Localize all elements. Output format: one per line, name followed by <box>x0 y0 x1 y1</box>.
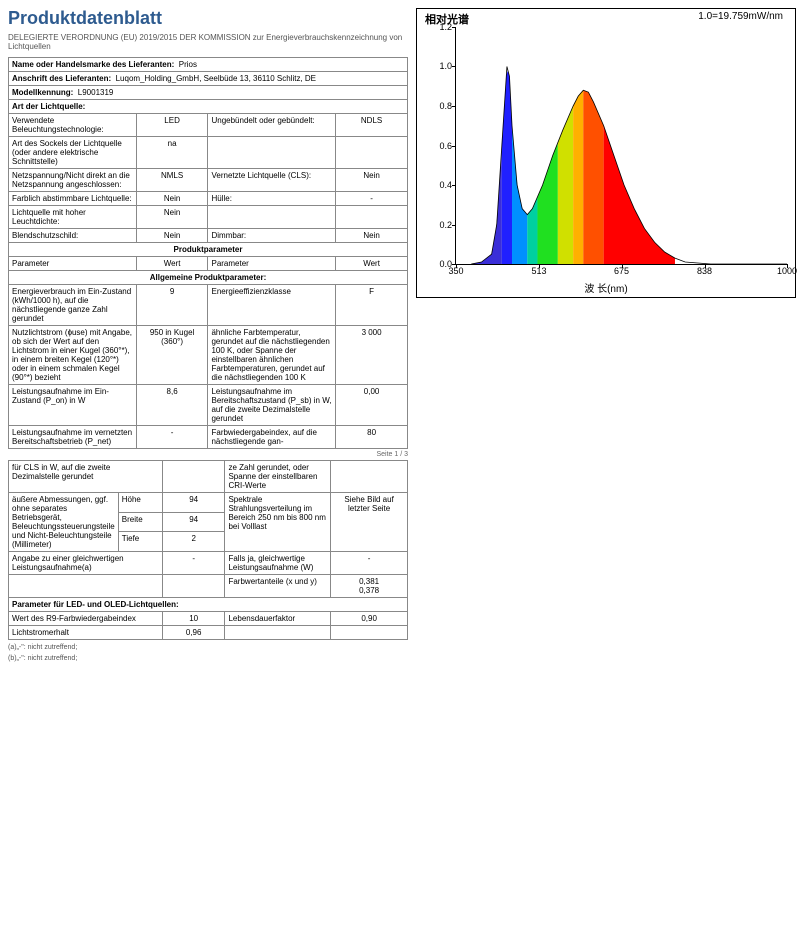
equiv-val: - <box>162 552 225 575</box>
col-val1: Wert <box>136 257 208 271</box>
param-value <box>331 461 408 493</box>
subtitle: DELEGIERTE VERORDNUNG (EU) 2019/2015 DER… <box>8 33 408 51</box>
model-value: L9001319 <box>78 88 114 97</box>
ytick: 0.6 <box>439 141 452 151</box>
param-value: 80 <box>336 426 408 449</box>
spectral-label: Spektrale Strahlungsverteilung im Bereic… <box>225 493 331 552</box>
param-value: 0,90 <box>331 612 408 626</box>
supplier-addr-label: Anschrift des Lieferanten: <box>12 74 111 83</box>
param-value: Nein <box>136 229 208 243</box>
supplier-table: Name oder Handelsmarke des Lieferanten: … <box>8 57 408 449</box>
param-label: Lichtstromerhalt <box>9 626 163 640</box>
param-value: Nein <box>136 206 208 229</box>
param-label: ähnliche Farbtemperatur, gerundet auf di… <box>208 326 336 385</box>
equiv-label2: Falls ja, gleichwertige Leistungsaufnahm… <box>225 552 331 575</box>
param-label: Energieeffizienzklasse <box>208 285 336 326</box>
param-value <box>162 461 225 493</box>
dim-b-label: Breite <box>118 512 162 532</box>
general-header: Allgemeine Produktparameter: <box>9 271 408 285</box>
param-value <box>336 137 408 169</box>
supplier-name: Prios <box>179 60 197 69</box>
spectrum-svg <box>456 27 787 264</box>
continuation-table: für CLS in W, auf die zweite Dezimalstel… <box>8 460 408 640</box>
spectrum-chart: 相对光谱 1.0=19.759mW/nm 0.00.20.40.60.81.01… <box>416 8 796 298</box>
param-label: ze Zahl gerundet, oder Spanne der einste… <box>225 461 331 493</box>
param-value: 10 <box>162 612 225 626</box>
dim-t: 2 <box>162 532 225 552</box>
col-param2: Parameter <box>208 257 336 271</box>
ytick: 0.2 <box>439 220 452 230</box>
param-label: Blendschutzschild: <box>9 229 137 243</box>
param-value: Nein <box>136 192 208 206</box>
supplier-addr: Luqom_Holding_GmbH, Seelbüde 13, 36110 S… <box>116 74 316 83</box>
lightsource-header: Art der Lichtquelle: <box>9 100 408 114</box>
param-value: F <box>336 285 408 326</box>
ytick: 0.4 <box>439 180 452 190</box>
param-label: Energieverbrauch im Ein-Zustand (kWh/100… <box>9 285 137 326</box>
param-value: Nein <box>336 169 408 192</box>
ytick: 1.2 <box>439 22 452 32</box>
param-label: Farblich abstimmbare Lichtquelle: <box>9 192 137 206</box>
param-label: Art des Sockels der Lichtquelle (oder an… <box>9 137 137 169</box>
param-value: 0,00 <box>336 385 408 426</box>
model-label: Modellkennung: <box>12 88 73 97</box>
param-value: 950 in Kugel (360°) <box>136 326 208 385</box>
chart-title-right: 1.0=19.759mW/nm <box>698 11 783 22</box>
param-label: Leistungsaufnahme im vernetzten Bereitsc… <box>9 426 137 449</box>
page-number: Seite 1 / 3 <box>8 449 408 460</box>
param-value <box>336 206 408 229</box>
col-param1: Parameter <box>9 257 137 271</box>
param-label: Lichtquelle mit hoher Leuchtdichte: <box>9 206 137 229</box>
dim-h-label: Höhe <box>118 493 162 513</box>
dims-label: äußere Abmessungen, ggf. ohne separates … <box>9 493 119 552</box>
param-label: Ungebündelt oder gebündelt: <box>208 114 336 137</box>
param-label: Hülle: <box>208 192 336 206</box>
param-value: 0,96 <box>162 626 225 640</box>
param-label: Farbwiedergabeindex, auf die nächstliege… <box>208 426 336 449</box>
dim-h: 94 <box>162 493 225 513</box>
param-label: Dimmbar: <box>208 229 336 243</box>
param-label: Netzspannung/Nicht direkt an die Netzspa… <box>9 169 137 192</box>
param-value: NDLS <box>336 114 408 137</box>
footnote-a: (a)„-": nicht zutreffend; <box>8 644 408 651</box>
chart-xlabel: 波 长(nm) <box>584 280 627 295</box>
led-header: Parameter für LED- und OLED-Lichtquellen… <box>9 598 408 612</box>
param-label <box>208 137 336 169</box>
supplier-name-label: Name oder Handelsmarke des Lieferanten: <box>12 60 174 69</box>
page-title: Produktdatenblatt <box>8 8 408 29</box>
footnote-b: (b)„-": nicht zutreffend; <box>8 655 408 662</box>
param-value: NMLS <box>136 169 208 192</box>
col-val2: Wert <box>336 257 408 271</box>
param-label: für CLS in W, auf die zweite Dezimalstel… <box>9 461 163 493</box>
param-value: 9 <box>136 285 208 326</box>
product-params-header: Produktparameter <box>9 243 408 257</box>
param-label: Lebensdauerfaktor <box>225 612 331 626</box>
param-label: Nutzlichtstrom (ɸuse) mit Angabe, ob sic… <box>9 326 137 385</box>
ytick: 1.0 <box>439 61 452 71</box>
param-value: Nein <box>336 229 408 243</box>
chroma-values: 0,3810,378 <box>331 575 408 598</box>
param-value: 8,6 <box>136 385 208 426</box>
param-label: Leistungsaufnahme im Bereitschaftszustan… <box>208 385 336 426</box>
ytick: 0.8 <box>439 101 452 111</box>
param-label: Leistungsaufnahme im Ein-Zustand (P_on) … <box>9 385 137 426</box>
dim-t-label: Tiefe <box>118 532 162 552</box>
equiv-label: Angabe zu einer gleichwertigen Leistungs… <box>9 552 163 575</box>
dim-b: 94 <box>162 512 225 532</box>
chroma-label: Farbwertanteile (x und y) <box>225 575 331 598</box>
param-label <box>208 206 336 229</box>
param-value <box>331 626 408 640</box>
spectral-value: Siehe Bild auf letzter Seite <box>331 493 408 552</box>
param-value: - <box>336 192 408 206</box>
param-value: na <box>136 137 208 169</box>
param-value: LED <box>136 114 208 137</box>
param-value: 3 000 <box>336 326 408 385</box>
param-label: Verwendete Beleuchtungstechnologie: <box>9 114 137 137</box>
param-label <box>225 626 331 640</box>
param-value: - <box>136 426 208 449</box>
equiv-val2: - <box>331 552 408 575</box>
param-label: Wert des R9-Farbwiedergabeindex <box>9 612 163 626</box>
param-label: Vernetzte Lichtquelle (CLS): <box>208 169 336 192</box>
